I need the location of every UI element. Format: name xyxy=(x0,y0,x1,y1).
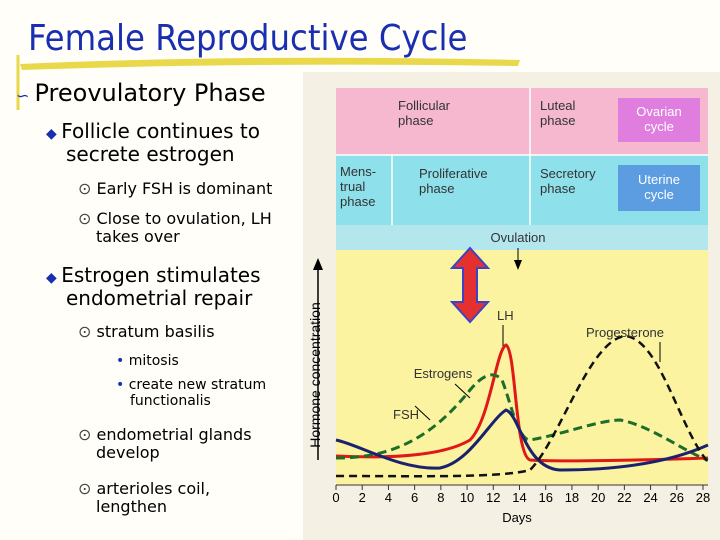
x-tick-label: 0 xyxy=(332,490,339,505)
x-tick-label: 28 xyxy=(696,490,710,505)
figure-label: Proliferative xyxy=(419,166,488,181)
x-label: Days xyxy=(502,510,532,525)
double-arrow xyxy=(449,246,491,324)
figure-label: phase xyxy=(540,113,575,128)
item: ◆ Follicle continues to secrete estrogen xyxy=(46,119,260,166)
heading-text: Preovulatory Phase xyxy=(34,79,266,107)
item-text: Follicle continues to secrete estrogen xyxy=(61,119,260,166)
point: • mitosis xyxy=(116,353,179,369)
estrogen-curve xyxy=(335,373,709,462)
ovulation-arrow-head xyxy=(514,260,522,270)
x-tick-label: 2 xyxy=(359,490,366,505)
leader xyxy=(454,383,471,399)
item: ◆ Estrogen stimulates endometrial repair xyxy=(46,263,261,310)
point-text: create new stratum functionalis xyxy=(128,377,267,410)
curve-label: LH xyxy=(497,308,514,323)
figure-label: Uterine xyxy=(638,172,680,187)
x-tick-label: 14 xyxy=(512,490,526,505)
x-tick-label: 10 xyxy=(460,490,474,505)
y-arrow-head xyxy=(313,258,323,270)
title: Female Reproductive Cycle xyxy=(28,18,468,59)
lh-curve xyxy=(335,343,709,463)
subitem-text: endometrial glands develop xyxy=(96,425,252,463)
ovulation-band xyxy=(336,225,708,250)
figure-label: phase xyxy=(540,181,575,196)
curve-label: Progesterone xyxy=(586,325,664,340)
figure-label: Ovarian xyxy=(636,104,682,119)
subitem: ⊙ Early FSH is dominant xyxy=(78,179,273,198)
item-text: Estrogen stimulates endometrial repair xyxy=(61,263,261,310)
subitem-text: arterioles coil, lengthen xyxy=(96,479,211,517)
x-tick-label: 20 xyxy=(591,490,605,505)
ovarian-box xyxy=(618,98,700,142)
x-tick-label: 22 xyxy=(617,490,631,505)
subitem-text: Close to ovulation, LH takes over xyxy=(96,209,272,247)
x-tick-label: 4 xyxy=(385,490,392,505)
curve-label: FSH xyxy=(393,407,419,422)
y-label: Hormone concentration xyxy=(307,302,323,448)
point-text: mitosis xyxy=(128,353,179,369)
subitem: ⊙ endometrial glands develop xyxy=(78,425,252,463)
ovulation-label: Ovulation xyxy=(491,230,546,245)
heading: ∽ Preovulatory Phase xyxy=(16,79,266,107)
figure-label: phase xyxy=(419,181,454,196)
subitem: ⊙ arterioles coil, lengthen xyxy=(78,479,211,517)
figure-label: Follicular xyxy=(398,98,451,113)
subitem: ⊙ Close to ovulation, LH takes over xyxy=(78,209,272,247)
x-tick-label: 16 xyxy=(538,490,552,505)
figure-label: Mens- xyxy=(340,164,376,179)
x-tick-label: 6 xyxy=(411,490,418,505)
fsh-curve xyxy=(335,408,709,472)
figure-label: cycle xyxy=(644,119,674,134)
point: • create new stratum functionalis xyxy=(116,377,267,410)
leader xyxy=(414,405,431,421)
progesterone-curve xyxy=(335,334,709,478)
x-tick-label: 24 xyxy=(643,490,657,505)
subitem: ⊙ stratum basilis xyxy=(78,322,215,341)
x-tick-label: 12 xyxy=(486,490,500,505)
x-tick-label: 26 xyxy=(670,490,684,505)
subitem-text: Early FSH is dominant xyxy=(96,179,273,198)
x-tick-label: 18 xyxy=(565,490,579,505)
figure-label: trual xyxy=(340,179,365,194)
x-tick-label: 8 xyxy=(437,490,444,505)
subitem-text: stratum basilis xyxy=(96,322,215,341)
uterine-box xyxy=(618,165,700,211)
figure-label: cycle xyxy=(644,187,674,202)
figure-label: phase xyxy=(398,113,433,128)
figure-label: phase xyxy=(340,194,375,209)
title-underline xyxy=(20,57,520,70)
curve-label: Estrogens xyxy=(414,366,473,381)
figure-label: Secretory xyxy=(540,166,596,181)
figure-label: Luteal xyxy=(540,98,576,113)
